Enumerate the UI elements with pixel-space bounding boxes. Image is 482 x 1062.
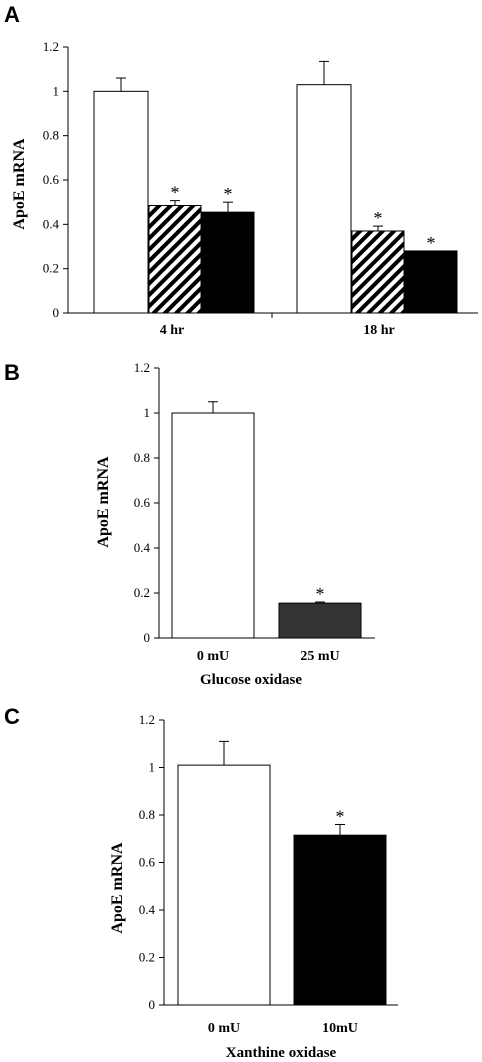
y-tick-label: 0.2 — [139, 950, 155, 965]
bar — [293, 834, 387, 1006]
y-tick-label: 0.8 — [43, 128, 59, 143]
category-label: 25 mU — [300, 649, 339, 664]
y-tick-label: 0.6 — [43, 172, 60, 187]
x-axis-title-b: Glucose oxidase — [200, 672, 302, 688]
bar — [404, 250, 458, 314]
panel-letter-b: B — [4, 360, 20, 385]
plot-area-b: 0 0.2 0.4 0.6 0.8 1 1.2 0 mU 25 mU * — [134, 360, 375, 664]
y-axis-label-b: ApoE mRNA — [95, 456, 112, 548]
bar — [93, 90, 149, 314]
y-axis-label-c: ApoE mRNA — [109, 842, 126, 934]
y-tick-label: 1 — [53, 83, 60, 98]
y-tick-label: 0.8 — [134, 450, 150, 465]
bar — [177, 764, 271, 1006]
panel-letter-a: A — [4, 2, 20, 27]
significance-marker: * — [224, 184, 233, 204]
bar — [201, 211, 255, 314]
y-tick-label: 0.6 — [134, 495, 151, 510]
y-tick-label: 1.2 — [139, 712, 155, 727]
bar — [278, 602, 362, 639]
y-tick-label: 1 — [149, 760, 156, 775]
plot-area-c: 0 0.2 0.4 0.6 0.8 1 1.2 0 mU 10mU * — [139, 712, 398, 1036]
y-tick-label: 1.2 — [134, 360, 150, 375]
bar — [296, 84, 352, 314]
category-label: 0 mU — [208, 1021, 240, 1036]
y-tick-label: 1.2 — [43, 39, 59, 54]
y-tick-label: 0.2 — [134, 585, 150, 600]
panel-a: A ApoE mRNA 0 0.2 0.4 0.6 0.8 1 1.2 4 hr 18 hr * *… — [4, 2, 478, 338]
y-tick-label: 1 — [144, 405, 151, 420]
x-axis-title-c: Xanthine oxidase — [226, 1045, 337, 1061]
significance-marker: * — [171, 183, 180, 203]
y-tick-label: 0 — [53, 305, 60, 320]
y-tick-label: 0 — [144, 630, 151, 645]
y-tick-label: 0.4 — [134, 540, 151, 555]
panel-c: C ApoE mRNA Xanthine oxidase 00.20.40.60… — [4, 704, 398, 1061]
category-label: 18 hr — [363, 323, 395, 338]
category-label: 0 mU — [197, 649, 229, 664]
category-label: 10mU — [322, 1021, 358, 1036]
bar — [171, 412, 255, 639]
significance-marker: * — [427, 233, 436, 253]
y-tick-label: 0.4 — [43, 216, 60, 231]
significance-marker: * — [316, 584, 325, 604]
bar — [351, 230, 405, 314]
plot-area-a: 0 0.2 0.4 0.6 0.8 1 1.2 4 hr 18 hr * * * * — [43, 39, 478, 338]
panel-b: B ApoE mRNA Glucose oxidase 0 0.2 0.4 0.6 0.… — [4, 360, 375, 688]
y-tick-label: 0.2 — [43, 261, 59, 276]
y-tick-label: 0.6 — [139, 855, 156, 870]
category-label: 4 hr — [160, 323, 185, 338]
y-tick-label: 0.4 — [139, 902, 156, 917]
significance-marker: * — [336, 807, 345, 827]
significance-marker: * — [374, 208, 383, 228]
y-tick-label: 0 — [149, 997, 156, 1012]
panel-letter-c: C — [4, 704, 20, 729]
y-axis-label-a: ApoE mRNA — [11, 138, 28, 230]
bar — [148, 204, 202, 314]
y-tick-label: 0.8 — [139, 807, 155, 822]
